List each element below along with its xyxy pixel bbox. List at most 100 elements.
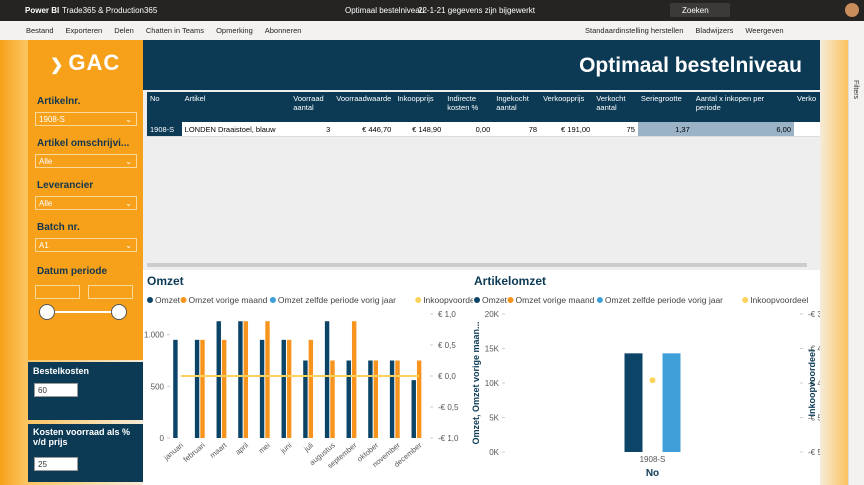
header: Optimaal bestelniveau bbox=[143, 40, 820, 90]
y2-tick-label: -€ 0,5 bbox=[438, 403, 459, 412]
table-row: 1908-S LONDEN Draaistoel, blauw 3 € 446,70 €… bbox=[147, 122, 820, 137]
input-label: Bestelkosten bbox=[33, 366, 90, 376]
bar bbox=[281, 339, 286, 438]
slider-handle[interactable] bbox=[111, 304, 127, 320]
bar bbox=[346, 360, 351, 438]
scrollbar[interactable] bbox=[147, 263, 807, 267]
legend-label: Omzet bbox=[482, 295, 508, 305]
toolbar-button[interactable]: Standaardinstelling herstellen bbox=[585, 26, 684, 35]
legend-label: Inkoopvoordeel bbox=[423, 295, 473, 305]
table-cell bbox=[794, 122, 820, 137]
y2-axis-title: Inkoopvoordeel bbox=[807, 349, 817, 416]
charts-area bbox=[143, 270, 820, 485]
filters-pane[interactable]: Filters bbox=[848, 40, 864, 485]
slicer-dropdown[interactable]: Alle ⌄ bbox=[35, 154, 137, 168]
slicer-dropdown[interactable]: 1908-S ⌄ bbox=[35, 112, 137, 126]
status[interactable]: 22-1-21 gegevens zijn bijgewerkt bbox=[418, 6, 535, 15]
bar bbox=[411, 380, 416, 438]
toolbar-button[interactable]: Bladwijzers bbox=[695, 26, 734, 35]
avatar[interactable] bbox=[845, 3, 859, 17]
workspace[interactable]: Trade365 & Production365 bbox=[62, 6, 158, 15]
y2-tick-label: -€ 500 bbox=[808, 414, 820, 423]
slicer-value: 1908-S bbox=[39, 115, 65, 124]
toolbar-button[interactable]: Bestand bbox=[26, 26, 54, 35]
dropdown-arrow: ⌄ bbox=[125, 241, 132, 250]
y-tick-label: 0K bbox=[489, 448, 499, 457]
bar bbox=[308, 339, 314, 438]
chart-title: Artikelomzet bbox=[474, 274, 546, 288]
report-name: Optimaal bestelniveau bbox=[345, 6, 425, 15]
column-header: Voorraad aantal bbox=[290, 92, 334, 122]
bar bbox=[373, 360, 379, 438]
input-field[interactable]: 60 bbox=[34, 383, 78, 397]
bar bbox=[389, 360, 395, 438]
column-header: Aantal x inkopen per periode bbox=[692, 92, 795, 122]
bar bbox=[265, 321, 270, 438]
bar bbox=[330, 360, 335, 438]
app-name: Power BI bbox=[25, 6, 60, 15]
bar bbox=[286, 339, 292, 438]
table-container: No Artikel Voorraad aantal Voorraadwaarde In… bbox=[143, 90, 820, 270]
logo: ❯ GAC bbox=[50, 50, 121, 75]
slicer-dropdown[interactable]: Alle ⌄ bbox=[35, 196, 137, 210]
input-card: Kosten voorraad als % v/d prijs 25 bbox=[28, 424, 143, 482]
x-tick-label: juni bbox=[278, 440, 294, 455]
table-cell: 0,00 bbox=[444, 122, 494, 137]
x-tick-label: maart bbox=[208, 440, 229, 460]
point bbox=[649, 377, 656, 384]
y2-tick-label: -€ 350 bbox=[808, 310, 820, 319]
bar bbox=[200, 339, 205, 438]
input-card: Bestelkosten 60 bbox=[28, 362, 143, 420]
toolbar-button[interactable]: Opmerking bbox=[216, 26, 253, 35]
legend-label: Inkoopvoordeel bbox=[750, 295, 808, 305]
bar bbox=[624, 353, 643, 452]
y-tick-label: 500 bbox=[151, 382, 165, 391]
table-cell: € 148,90 bbox=[394, 122, 445, 137]
table-cell: 3 bbox=[290, 122, 334, 137]
slider-handle[interactable] bbox=[39, 304, 55, 320]
legend-swatch bbox=[742, 297, 749, 303]
chart-title: Omzet bbox=[147, 274, 184, 288]
y2-tick-label: € 0,0 bbox=[438, 372, 456, 381]
slicer-label: Artikelnr. bbox=[37, 96, 81, 107]
date-from[interactable] bbox=[35, 285, 80, 299]
bar bbox=[238, 321, 243, 438]
toolbar-button[interactable]: Weergeven bbox=[745, 26, 784, 35]
column-header: Verkoopprijs bbox=[540, 92, 594, 122]
toolbar-button[interactable]: Abonneren bbox=[264, 26, 302, 35]
column-header: Ingekocht aantal bbox=[493, 92, 541, 122]
date-label: Datum periode bbox=[37, 266, 108, 277]
bar bbox=[351, 321, 357, 438]
bar bbox=[216, 321, 221, 438]
slicer-label: Leverancier bbox=[37, 180, 94, 191]
column-header: Artikel bbox=[181, 92, 291, 122]
column-header: Inkoopprijs bbox=[394, 92, 445, 122]
search-placeholder: Zoeken bbox=[682, 6, 709, 15]
x-tick-label: april bbox=[233, 440, 250, 456]
slicer-label: Artikel omschrijvi... bbox=[37, 138, 130, 149]
toolbar-button[interactable]: Chatten in Teams bbox=[145, 26, 205, 35]
y-tick-label: 5K bbox=[489, 414, 499, 423]
legend-swatch bbox=[474, 297, 480, 303]
search-box[interactable]: Zoeken bbox=[670, 3, 730, 17]
dropdown-arrow: ⌄ bbox=[125, 199, 132, 208]
input-field[interactable]: 25 bbox=[34, 457, 78, 471]
toolbar-button[interactable]: Exporteren bbox=[65, 26, 103, 35]
date-to[interactable] bbox=[88, 285, 133, 299]
x-tick-label: februari bbox=[182, 440, 208, 463]
table-cell: € 191,00 bbox=[540, 122, 594, 137]
legend-label: Omzet vorige maand bbox=[516, 295, 595, 305]
table-cell: 1908-S bbox=[147, 122, 182, 137]
slicer-dropdown[interactable]: A1 ⌄ bbox=[35, 238, 137, 252]
table-cell: 78 bbox=[493, 122, 541, 137]
slicer-value: A1 bbox=[39, 241, 49, 250]
toolbar-button[interactable]: Delen bbox=[114, 26, 134, 35]
column-header: Verkocht aantal bbox=[593, 92, 638, 122]
y-tick-label: 1.000 bbox=[144, 331, 165, 340]
bar bbox=[259, 339, 265, 438]
legend-swatch bbox=[180, 297, 187, 303]
y2-tick-label: -€ 400 bbox=[808, 345, 820, 354]
bar bbox=[368, 360, 373, 438]
bar bbox=[416, 360, 422, 438]
table-cell: 6,00 bbox=[692, 122, 795, 137]
